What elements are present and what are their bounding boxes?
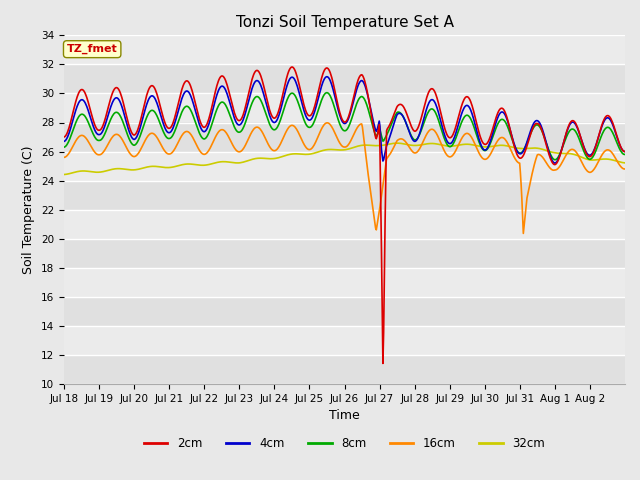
Legend: 2cm, 4cm, 8cm, 16cm, 32cm: 2cm, 4cm, 8cm, 16cm, 32cm (139, 432, 550, 455)
Bar (64, 64, 625, 94)
Bar (64, 36, 625, 64)
Y-axis label: Soil Temperature (C): Soil Temperature (C) (22, 145, 35, 274)
Bar (64, 268, 625, 297)
Bar (64, 239, 625, 268)
Bar (64, 152, 625, 180)
Bar (64, 180, 625, 210)
Bar (64, 297, 625, 326)
Bar (64, 94, 625, 122)
Title: Tonzi Soil Temperature Set A: Tonzi Soil Temperature Set A (236, 15, 454, 30)
Bar (64, 210, 625, 239)
Bar (64, 326, 625, 355)
Text: TZ_fmet: TZ_fmet (67, 44, 118, 54)
X-axis label: Time: Time (329, 409, 360, 422)
Bar (64, 355, 625, 384)
Bar (64, 122, 625, 152)
